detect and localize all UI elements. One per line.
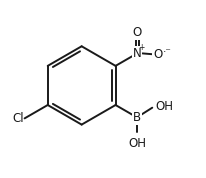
Text: O: O xyxy=(132,26,142,40)
Text: OH: OH xyxy=(128,137,146,150)
Text: Cl: Cl xyxy=(12,112,24,125)
Text: OH: OH xyxy=(155,100,173,113)
Text: O: O xyxy=(153,48,162,61)
Text: +: + xyxy=(138,43,145,52)
Text: ·⁻: ·⁻ xyxy=(163,48,172,57)
Text: N: N xyxy=(133,47,142,60)
Text: B: B xyxy=(133,111,141,124)
